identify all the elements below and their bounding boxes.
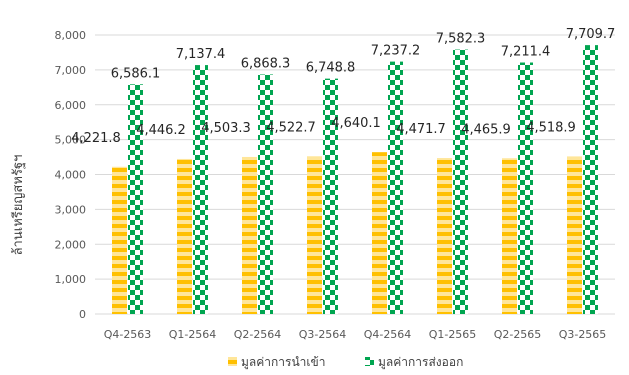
import-bar	[307, 156, 322, 314]
y-axis-title: ล้านเหรียญสหรัฐฯ	[10, 155, 26, 256]
x-tick-label: Q2-2565	[494, 328, 542, 341]
legend-import-swatch	[228, 357, 237, 366]
data-labels: 4,221.8 6,586.1 4,446.2 7,137.4 4,503.3 6,868…	[71, 27, 615, 146]
x-tick-label: Q1-2565	[429, 328, 477, 341]
x-tick-label: Q2-2564	[234, 328, 282, 341]
export-bar	[388, 61, 403, 315]
import-bar	[112, 166, 127, 314]
import-bar	[242, 156, 257, 314]
legend-export: มูลค่าการส่งออก	[365, 355, 463, 370]
export-bar	[518, 62, 533, 314]
y-tick-label: 1,000	[55, 273, 87, 286]
export-value-label: 6,748.8	[306, 61, 356, 76]
export-value-label: 7,237.2	[371, 44, 421, 59]
export-bar	[323, 78, 338, 315]
x-tick-label: Q4-2564	[364, 328, 412, 341]
legend-import-label: มูลค่าการนำเข้า	[241, 355, 325, 370]
x-tick-label: Q3-2564	[299, 328, 347, 341]
export-bar	[128, 84, 143, 315]
x-tick-label: Q1-2564	[169, 328, 217, 341]
import-bar	[502, 158, 517, 314]
export-bar	[258, 74, 273, 314]
x-tick-label: Q3-2565	[559, 328, 607, 341]
y-tick-label: 2,000	[55, 238, 87, 251]
import-bar	[567, 156, 582, 314]
y-tick-label: 8,000	[55, 29, 87, 42]
y-tick-label: 3,000	[55, 203, 87, 216]
export-value-label: 7,582.3	[436, 32, 486, 47]
legend-import: มูลค่าการนำเข้า	[228, 355, 325, 370]
import-value-label: 4,221.8	[71, 131, 121, 146]
export-value-label: 7,211.4	[501, 45, 551, 60]
y-tick-label: 0	[79, 308, 86, 321]
y-tick-label: 6,000	[55, 99, 87, 112]
y-tick-label: 7,000	[55, 64, 87, 77]
y-tick-label: 5,000	[55, 134, 87, 147]
import-value-label: 4,640.1	[331, 116, 381, 131]
export-value-label: 6,586.1	[111, 66, 161, 81]
import-value-label: 4,446.2	[136, 123, 186, 138]
import-value-label: 4,522.7	[266, 120, 316, 135]
legend-export-swatch	[365, 357, 374, 366]
y-tick-label: 4,000	[55, 169, 87, 182]
legend-export-label: มูลค่าการส่งออก	[378, 355, 463, 370]
import-value-label: 4,518.9	[526, 120, 576, 135]
legend: มูลค่าการนำเข้า มูลค่าการส่งออก	[228, 355, 463, 370]
export-value-label: 7,709.7	[566, 27, 616, 42]
export-bar	[453, 49, 468, 314]
import-bar	[437, 158, 452, 314]
import-bar	[372, 152, 387, 314]
export-bar	[193, 65, 208, 314]
import-bar	[177, 158, 192, 314]
bars	[112, 45, 598, 315]
export-bar	[583, 45, 598, 315]
import-value-label: 4,503.3	[201, 121, 251, 136]
x-tick-label: Q4-2563	[104, 328, 152, 341]
import-value-label: 4,471.7	[396, 122, 446, 137]
export-value-label: 6,868.3	[241, 56, 291, 71]
export-value-label: 7,137.4	[176, 47, 226, 62]
import-value-label: 4,465.9	[461, 122, 511, 137]
